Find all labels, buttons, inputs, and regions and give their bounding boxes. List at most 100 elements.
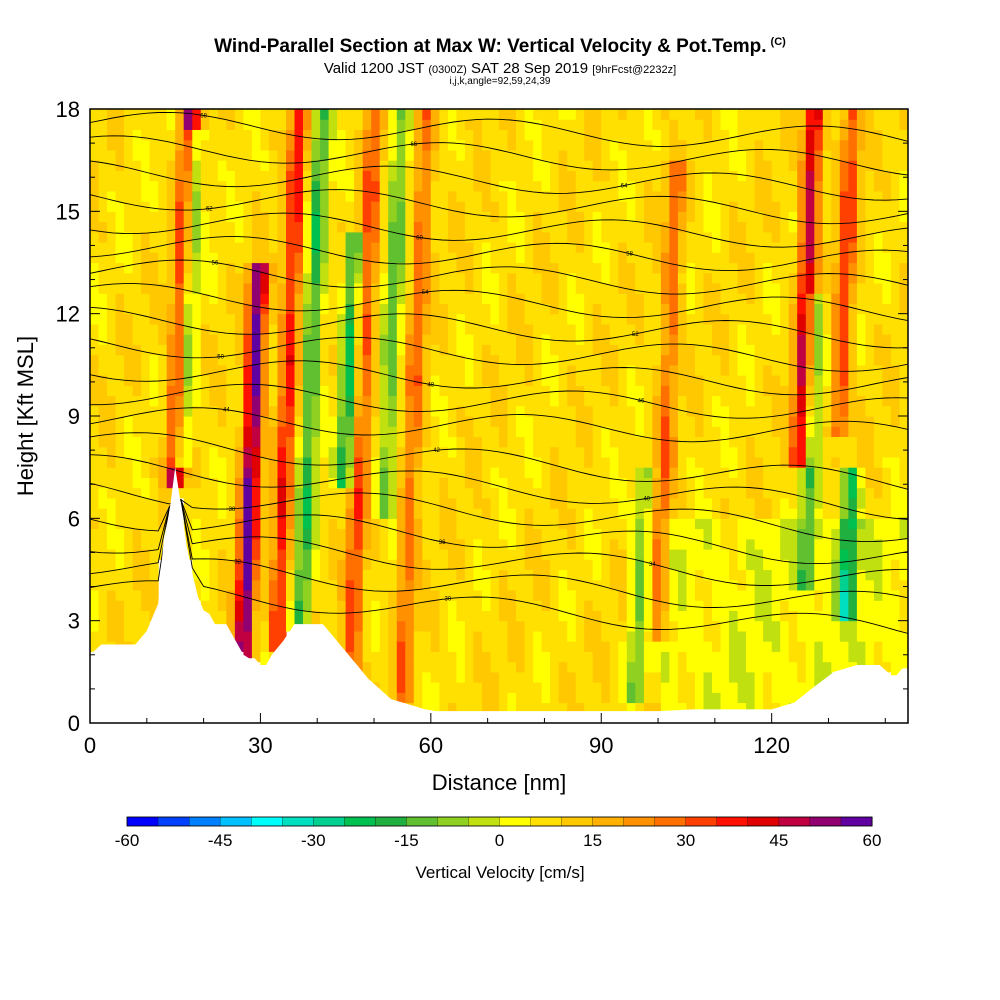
velocity-cell bbox=[132, 385, 142, 397]
velocity-cell bbox=[141, 375, 151, 386]
velocity-cell bbox=[234, 620, 244, 632]
velocity-cell bbox=[456, 139, 466, 151]
velocity-cell bbox=[141, 252, 151, 264]
velocity-cell bbox=[695, 109, 705, 120]
velocity-cell bbox=[720, 242, 730, 253]
velocity-cell bbox=[320, 252, 330, 264]
velocity-cell bbox=[584, 334, 594, 345]
velocity-cell bbox=[695, 129, 705, 141]
velocity-cell bbox=[746, 119, 756, 130]
velocity-cell bbox=[405, 293, 415, 304]
velocity-cell bbox=[243, 344, 253, 356]
velocity-cell bbox=[712, 313, 722, 325]
velocity-cell bbox=[328, 313, 338, 325]
velocity-cell bbox=[490, 579, 500, 591]
velocity-cell bbox=[814, 201, 824, 212]
velocity-cell bbox=[754, 487, 764, 499]
velocity-cell bbox=[379, 313, 389, 325]
velocity-cell bbox=[430, 272, 440, 284]
velocity-cell bbox=[660, 252, 670, 264]
velocity-cell bbox=[669, 252, 679, 264]
velocity-cell bbox=[805, 426, 815, 437]
velocity-cell bbox=[848, 508, 858, 519]
velocity-cell bbox=[601, 467, 611, 478]
velocity-cell bbox=[473, 477, 483, 489]
velocity-cell bbox=[482, 620, 492, 632]
velocity-cell bbox=[703, 395, 713, 407]
velocity-cell bbox=[320, 508, 330, 519]
velocity-cell bbox=[524, 364, 534, 376]
velocity-cell bbox=[464, 610, 474, 622]
velocity-cell bbox=[618, 487, 628, 499]
velocity-cell bbox=[558, 590, 568, 601]
velocity-cell bbox=[652, 303, 662, 315]
velocity-cell bbox=[754, 610, 764, 622]
velocity-cell bbox=[490, 426, 500, 437]
velocity-cell bbox=[814, 149, 824, 161]
velocity-cell bbox=[780, 211, 790, 223]
velocity-cell bbox=[90, 293, 100, 304]
velocity-cell bbox=[490, 364, 500, 376]
velocity-cell bbox=[805, 671, 815, 683]
velocity-cell bbox=[643, 303, 653, 315]
velocity-cell bbox=[516, 313, 526, 325]
velocity-cell bbox=[234, 129, 244, 141]
velocity-cell bbox=[558, 334, 568, 345]
velocity-cell bbox=[660, 170, 670, 182]
velocity-cell bbox=[90, 467, 100, 478]
velocity-cell bbox=[447, 395, 457, 407]
velocity-cell bbox=[268, 395, 278, 407]
velocity-cell bbox=[354, 661, 364, 673]
velocity-cell bbox=[524, 692, 534, 704]
velocity-cell bbox=[192, 579, 202, 591]
velocity-cell bbox=[260, 456, 270, 468]
velocity-cell bbox=[567, 375, 577, 386]
velocity-cell bbox=[311, 211, 321, 223]
velocity-cell bbox=[797, 456, 807, 468]
velocity-cell bbox=[234, 149, 244, 161]
velocity-cell bbox=[107, 119, 117, 130]
velocity-cell bbox=[217, 528, 227, 540]
velocity-cell bbox=[822, 630, 832, 642]
velocity-cell bbox=[729, 149, 739, 161]
velocity-cell bbox=[737, 702, 747, 714]
velocity-cell bbox=[311, 283, 321, 294]
velocity-cell bbox=[558, 641, 568, 652]
velocity-cell bbox=[90, 436, 100, 448]
velocity-cell bbox=[763, 559, 773, 571]
velocity-cell bbox=[405, 569, 415, 581]
velocity-cell bbox=[720, 416, 730, 427]
velocity-cell bbox=[482, 221, 492, 233]
velocity-cell bbox=[277, 180, 287, 192]
velocity-cell bbox=[473, 661, 483, 673]
velocity-cell bbox=[499, 549, 509, 560]
velocity-cell bbox=[584, 385, 594, 397]
velocity-cell bbox=[422, 487, 432, 499]
velocity-cell bbox=[643, 129, 653, 141]
velocity-cell bbox=[626, 456, 636, 468]
velocity-cell bbox=[524, 590, 534, 601]
velocity-cell bbox=[90, 610, 100, 622]
velocity-cell bbox=[388, 487, 398, 499]
velocity-cell bbox=[788, 426, 798, 437]
velocity-cell bbox=[115, 416, 125, 427]
velocity-cell bbox=[482, 334, 492, 345]
velocity-cell bbox=[499, 641, 509, 652]
velocity-cell bbox=[618, 682, 628, 693]
velocity-cell bbox=[303, 221, 313, 233]
velocity-cell bbox=[584, 180, 594, 192]
velocity-cell bbox=[132, 242, 142, 253]
velocity-cell bbox=[388, 170, 398, 182]
velocity-cell bbox=[575, 508, 585, 519]
velocity-cell bbox=[592, 201, 602, 212]
velocity-cell bbox=[643, 119, 653, 130]
velocity-cell bbox=[490, 170, 500, 182]
velocity-cell bbox=[209, 272, 219, 284]
velocity-cell bbox=[660, 334, 670, 345]
velocity-cell bbox=[686, 334, 696, 345]
velocity-cell bbox=[328, 283, 338, 294]
velocity-cell bbox=[362, 405, 372, 417]
velocity-cell bbox=[643, 692, 653, 704]
velocity-cell bbox=[499, 538, 509, 550]
velocity-cell bbox=[746, 508, 756, 519]
